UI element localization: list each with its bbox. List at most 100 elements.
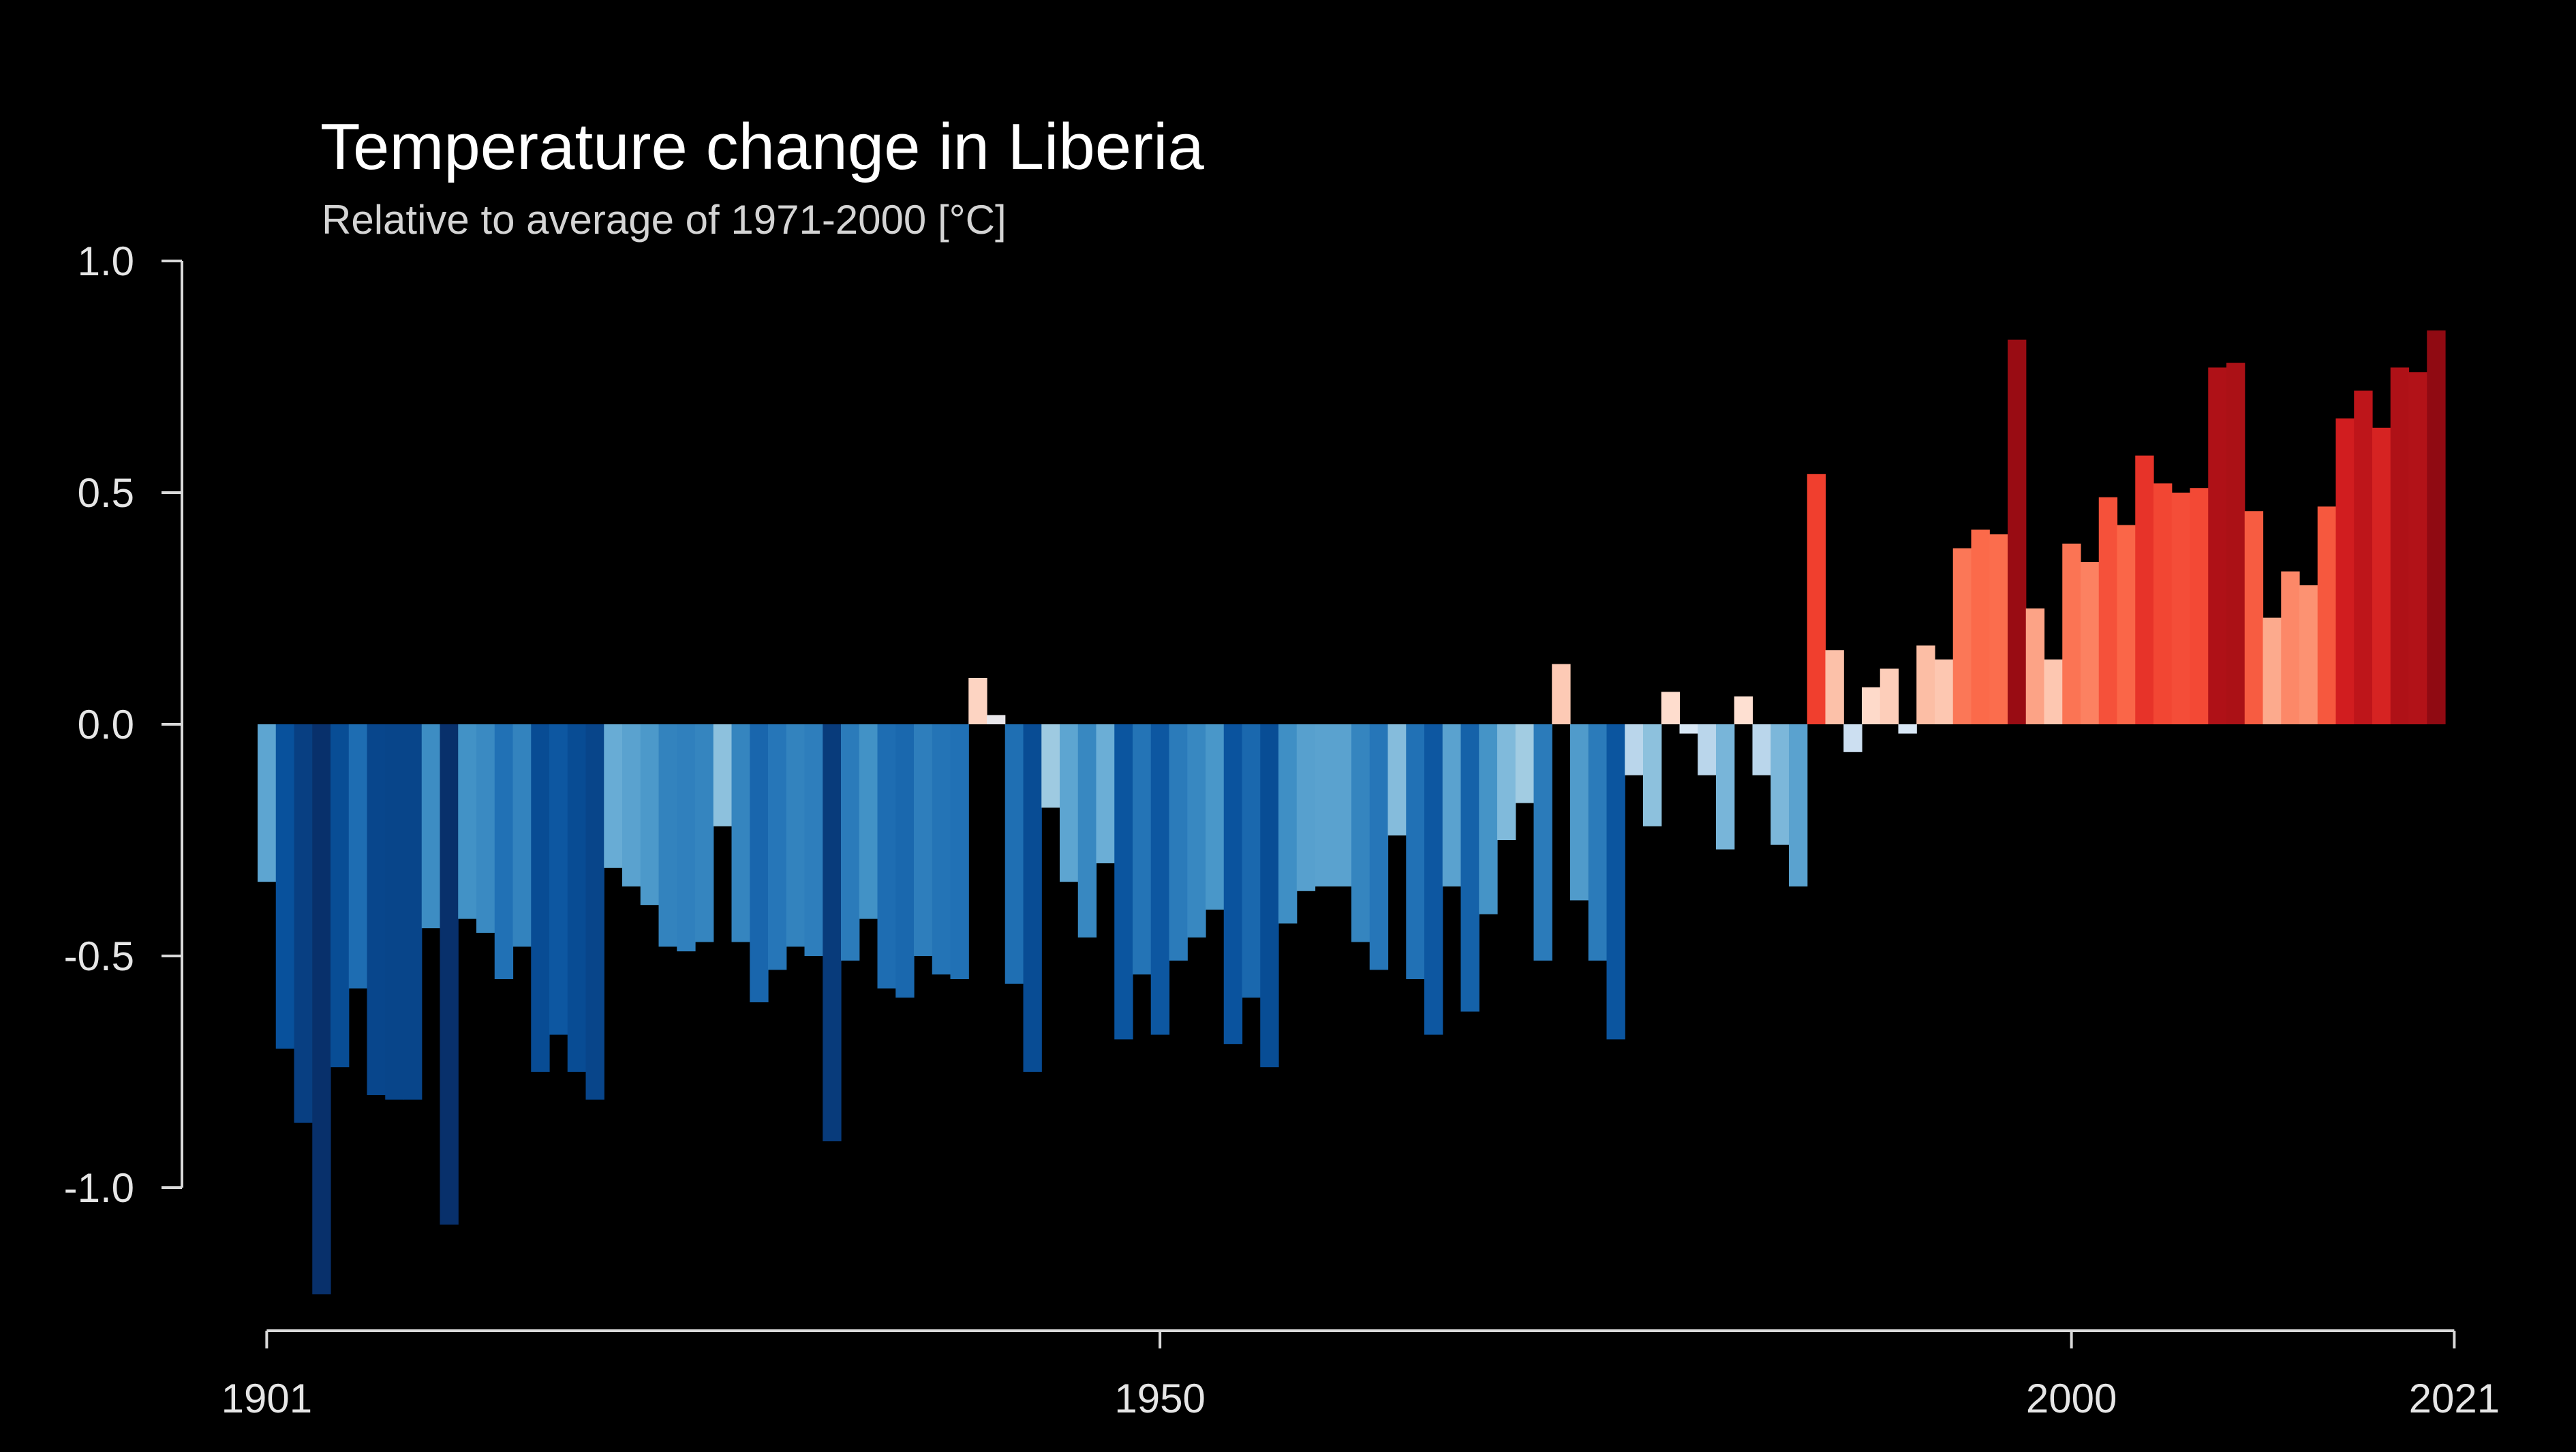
bar-1919	[585, 724, 604, 1100]
x-tick-label: 1901	[221, 1376, 312, 1421]
y-tick-label: -1.0	[64, 1165, 134, 1211]
bar-1975	[1606, 724, 1625, 1040]
bar-1981	[1716, 724, 1735, 850]
bar-1935	[877, 724, 896, 989]
bar-2012	[2281, 571, 2300, 724]
bar-1988	[1843, 724, 1862, 752]
bar-2001	[2081, 562, 2100, 724]
bar-1932	[823, 724, 842, 1141]
bar-1946	[1077, 724, 1097, 938]
bar-1967	[1460, 724, 1479, 1012]
bar-1947	[1096, 724, 1115, 863]
bar-1937	[914, 724, 933, 956]
bar-2003	[2117, 525, 2136, 724]
y-tick-label: 0.0	[78, 702, 134, 747]
x-tick-label: 1950	[1114, 1376, 1205, 1421]
bar-1921	[622, 724, 641, 886]
bar-2014	[2317, 506, 2337, 724]
bar-1961	[1351, 724, 1370, 942]
bar-1979	[1679, 724, 1698, 734]
bar-1918	[567, 724, 587, 1072]
bar-1998	[2025, 608, 2045, 724]
bar-1953	[1206, 724, 1225, 910]
bar-1901	[258, 724, 277, 882]
bar-1940	[968, 678, 987, 724]
bar-1917	[549, 724, 568, 1035]
bar-1944	[1041, 724, 1060, 808]
bar-1982	[1734, 696, 1753, 724]
bar-1972	[1552, 664, 1571, 724]
bar-1913	[476, 724, 495, 933]
bar-1976	[1625, 724, 1644, 775]
bar-1910	[421, 724, 441, 929]
bar-1920	[604, 724, 623, 868]
bar-2004	[2135, 455, 2154, 724]
bar-1938	[932, 724, 951, 975]
bar-1922	[640, 724, 660, 906]
bar-2007	[2190, 488, 2209, 724]
bar-1993	[1935, 659, 1954, 724]
bar-1952	[1187, 724, 1206, 938]
bar-2018	[2390, 367, 2410, 724]
bar-1929	[768, 724, 787, 970]
bar-1990	[1880, 668, 1899, 724]
bar-1995	[1971, 529, 1990, 724]
bar-1968	[1479, 724, 1498, 914]
y-axis: 1.0 0.5 0.0 -0.5 -1.0	[64, 238, 183, 1211]
bar-1949	[1133, 724, 1152, 975]
bar-1977	[1643, 724, 1662, 827]
bar-1984	[1770, 724, 1790, 845]
bar-1969	[1497, 724, 1516, 840]
x-tick-label: 2000	[2026, 1376, 2117, 1421]
bar-1966	[1442, 724, 1462, 886]
bar-1996	[1989, 534, 2008, 724]
bar-1926	[713, 724, 733, 827]
bar-1908	[385, 724, 404, 1100]
bar-1934	[859, 724, 878, 919]
bar-1923	[658, 724, 677, 947]
bar-1959	[1315, 724, 1334, 886]
bar-1911	[440, 724, 459, 1225]
bar-1914	[494, 724, 514, 979]
bar-1931	[804, 724, 823, 956]
bar-2005	[2153, 483, 2173, 724]
bar-1912	[458, 724, 477, 919]
bar-2015	[2335, 418, 2355, 724]
bar-1903	[294, 724, 313, 1123]
bar-2010	[2244, 511, 2264, 724]
bar-1941	[987, 715, 1006, 724]
bar-2006	[2171, 493, 2191, 724]
y-tick-label: 0.5	[78, 470, 134, 516]
bar-1936	[895, 724, 915, 998]
y-tick-label: -0.5	[64, 933, 134, 979]
bar-1943	[1023, 724, 1042, 1072]
bar-1963	[1387, 724, 1407, 836]
bar-1971	[1533, 724, 1552, 961]
bar-1991	[1898, 724, 1917, 734]
bar-2017	[2372, 427, 2391, 724]
bar-1962	[1369, 724, 1389, 970]
y-tick-label: 1.0	[78, 238, 134, 284]
bar-1964	[1406, 724, 1425, 979]
bar-1978	[1661, 692, 1681, 724]
bar-1965	[1424, 724, 1443, 1035]
bar-1927	[731, 724, 750, 942]
bar-1951	[1169, 724, 1188, 961]
bar-1989	[1862, 687, 1881, 724]
bar-1924	[677, 724, 696, 952]
bar-1983	[1752, 724, 1771, 775]
bar-1902	[275, 724, 295, 1049]
bar-1906	[348, 724, 368, 989]
bar-1930	[786, 724, 806, 947]
bar-1974	[1588, 724, 1608, 961]
x-axis: 1901 1950 2000 2021	[221, 1329, 2500, 1421]
bar-1916	[531, 724, 550, 1072]
bar-1997	[2008, 339, 2027, 725]
bar-1905	[331, 724, 350, 1068]
bar-1992	[1916, 645, 1935, 724]
bar-1933	[841, 724, 860, 961]
chart-subtitle: Relative to average of 1971-2000 [°C]	[322, 197, 1007, 243]
bar-1950	[1150, 724, 1170, 1035]
